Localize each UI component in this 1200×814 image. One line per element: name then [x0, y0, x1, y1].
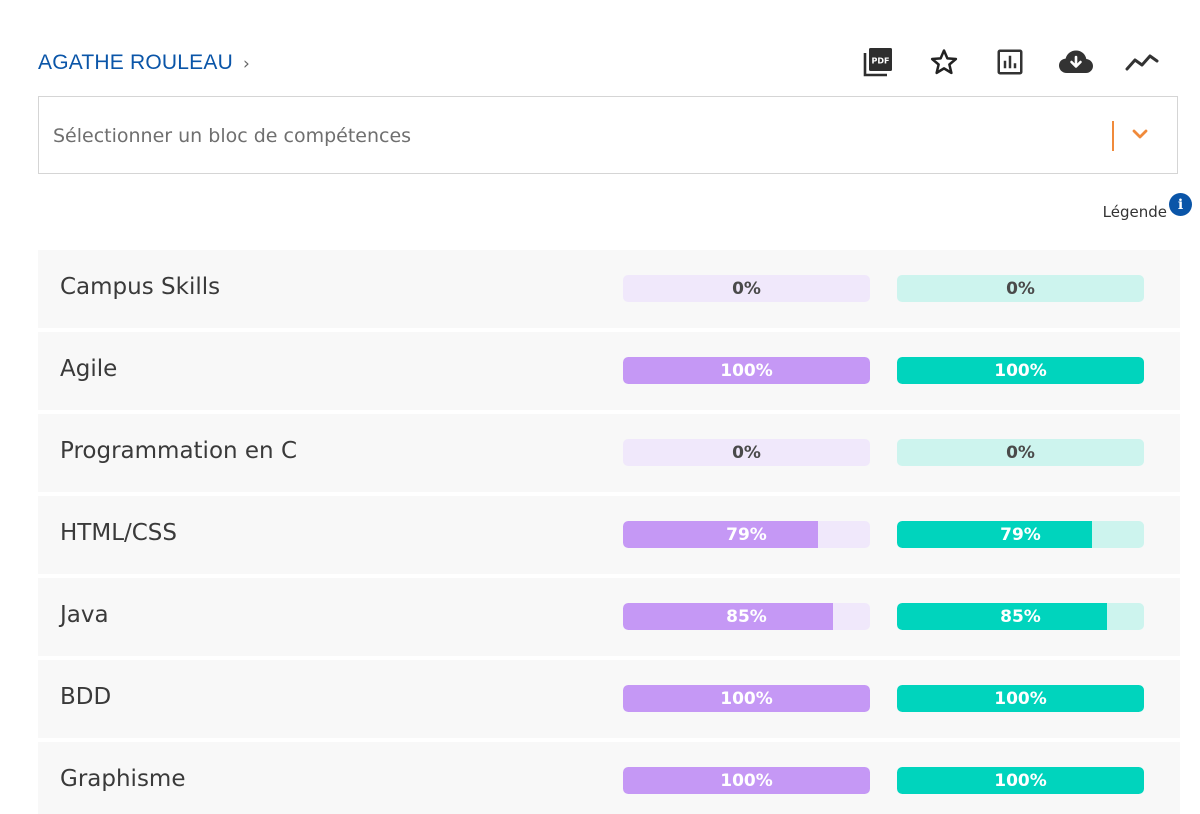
page-header: AGATHE ROULEAU › PDF	[38, 42, 1162, 86]
purple-progress-bar: 100%	[623, 685, 870, 712]
bar-chart-icon	[997, 49, 1023, 75]
teal-progress-bar: 85%	[897, 603, 1144, 630]
purple-progress-fill	[623, 685, 870, 712]
chevron-down-icon[interactable]	[1131, 127, 1149, 141]
skill-row[interactable]: Campus Skills 0% 0%	[38, 250, 1180, 328]
purple-progress-label: 85%	[726, 606, 767, 627]
trend-button[interactable]	[1122, 42, 1162, 82]
skill-row[interactable]: Java 85% 85%	[38, 578, 1180, 656]
purple-progress-label: 0%	[732, 442, 761, 463]
purple-progress-label: 100%	[720, 360, 773, 381]
trend-line-icon	[1125, 54, 1159, 71]
purple-progress-bar: 100%	[623, 767, 870, 794]
skill-row[interactable]: HTML/CSS 79% 79%	[38, 496, 1180, 574]
purple-progress-fill	[623, 767, 870, 794]
skill-name: BDD	[60, 684, 112, 710]
teal-progress-bar: 0%	[897, 439, 1144, 466]
skill-name: Agile	[60, 356, 118, 382]
purple-progress-label: 79%	[726, 524, 767, 545]
skill-row[interactable]: Graphisme 100% 100%	[38, 742, 1180, 814]
teal-progress-fill	[897, 603, 1107, 630]
purple-progress-fill	[623, 603, 833, 630]
purple-progress-fill	[623, 357, 870, 384]
teal-progress-bar: 0%	[897, 275, 1144, 302]
legend-label: Légende	[1102, 203, 1167, 221]
skill-row[interactable]: Agile 100% 100%	[38, 332, 1180, 410]
toolbar: PDF	[858, 42, 1162, 82]
student-name-link[interactable]: AGATHE ROULEAU	[38, 51, 233, 74]
teal-progress-fill	[897, 357, 1144, 384]
purple-progress-label: 100%	[720, 688, 773, 709]
teal-progress-label: 0%	[1006, 442, 1035, 463]
teal-progress-bar: 100%	[897, 685, 1144, 712]
teal-progress-bar: 100%	[897, 357, 1144, 384]
stats-button[interactable]	[990, 42, 1030, 82]
purple-progress-bar: 79%	[623, 521, 870, 548]
skill-name: Java	[60, 602, 109, 628]
purple-progress-bar: 0%	[623, 275, 870, 302]
skill-row[interactable]: BDD 100% 100%	[38, 660, 1180, 738]
pdf-icon-label: PDF	[872, 57, 890, 66]
favorite-button[interactable]	[924, 42, 964, 82]
teal-progress-label: 100%	[994, 770, 1047, 791]
pdf-button[interactable]: PDF	[858, 42, 898, 82]
pdf-icon: PDF	[863, 48, 892, 77]
teal-progress-bar: 79%	[897, 521, 1144, 548]
teal-progress-fill	[897, 767, 1144, 794]
skill-row[interactable]: Programmation en C 0% 0%	[38, 414, 1180, 492]
star-icon	[930, 49, 958, 75]
teal-progress-label: 0%	[1006, 278, 1035, 299]
teal-progress-label: 85%	[1000, 606, 1041, 627]
cloud-download-icon	[1059, 50, 1093, 73]
select-placeholder: Sélectionner un bloc de compétences	[53, 125, 412, 147]
purple-progress-bar: 0%	[623, 439, 870, 466]
purple-progress-label: 100%	[720, 770, 773, 791]
teal-progress-fill	[897, 685, 1144, 712]
download-button[interactable]	[1056, 42, 1096, 82]
skills-table: Campus Skills 0% 0% Agile 100% 100% Programmat…	[38, 250, 1180, 814]
legend-toggle[interactable]: Légende i	[1103, 193, 1192, 221]
teal-progress-label: 79%	[1000, 524, 1041, 545]
teal-progress-label: 100%	[994, 360, 1047, 381]
purple-progress-label: 0%	[732, 278, 761, 299]
skill-name: Campus Skills	[60, 274, 221, 300]
skill-name: Graphisme	[60, 766, 186, 792]
info-icon[interactable]: i	[1169, 193, 1192, 216]
skill-name: HTML/CSS	[60, 520, 178, 546]
teal-progress-label: 100%	[994, 688, 1047, 709]
chevron-right-icon: ›	[242, 54, 250, 74]
skill-name: Programmation en C	[60, 438, 298, 464]
select-separator	[1112, 121, 1114, 151]
competence-block-select[interactable]: Sélectionner un bloc de compétences	[38, 96, 1178, 174]
purple-progress-bar: 85%	[623, 603, 870, 630]
purple-progress-fill	[623, 521, 819, 548]
teal-progress-fill	[897, 521, 1093, 548]
purple-progress-bar: 100%	[623, 357, 870, 384]
breadcrumb[interactable]: AGATHE ROULEAU ›	[38, 51, 250, 75]
teal-progress-bar: 100%	[897, 767, 1144, 794]
